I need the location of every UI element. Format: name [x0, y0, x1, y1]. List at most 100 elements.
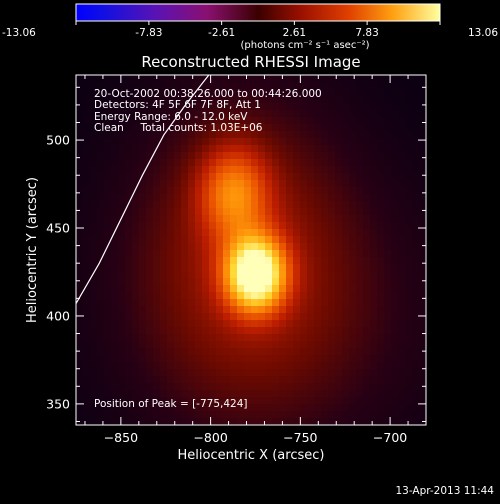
heatmap-cell — [195, 75, 203, 83]
heatmap-cell — [272, 257, 280, 265]
heatmap-cell — [181, 215, 189, 223]
heatmap-cell — [293, 194, 301, 202]
heatmap-cell — [398, 243, 406, 251]
heatmap-cell — [356, 292, 364, 300]
heatmap-cell — [160, 117, 168, 125]
heatmap-cell — [384, 411, 392, 419]
heatmap-cell — [125, 82, 133, 90]
heatmap-cell — [174, 82, 182, 90]
heatmap-cell — [160, 299, 168, 307]
heatmap-cell — [125, 89, 133, 97]
heatmap-cell — [237, 187, 245, 195]
heatmap-cell — [132, 138, 140, 146]
heatmap-cell — [279, 180, 287, 188]
heatmap-cell — [188, 75, 196, 83]
heatmap-cell — [223, 313, 231, 321]
heatmap-cell — [405, 299, 413, 307]
heatmap-cell — [293, 334, 301, 342]
heatmap-cell — [216, 180, 224, 188]
heatmap-cell — [412, 159, 420, 167]
heatmap-cell — [412, 271, 420, 279]
heatmap-cell — [328, 173, 336, 181]
heatmap-cell — [83, 82, 91, 90]
heatmap-cell — [216, 418, 224, 425]
heatmap-cell — [398, 82, 406, 90]
heatmap-cell — [349, 376, 357, 384]
heatmap-cell — [223, 271, 231, 279]
heatmap-cell — [83, 355, 91, 363]
heatmap-cell — [300, 131, 308, 139]
heatmap-cell — [153, 355, 161, 363]
heatmap-cell — [244, 117, 252, 125]
heatmap-cell — [160, 383, 168, 391]
heatmap-cell — [125, 383, 133, 391]
heatmap-cell — [202, 397, 210, 405]
heatmap-cell — [195, 404, 203, 412]
heatmap-cell — [335, 243, 343, 251]
heatmap-cell — [412, 292, 420, 300]
heatmap-cell — [398, 299, 406, 307]
heatmap-cell — [328, 355, 336, 363]
heatmap-cell — [398, 250, 406, 258]
heatmap-cell — [237, 383, 245, 391]
heatmap-cell — [202, 250, 210, 258]
heatmap-cell — [167, 208, 175, 216]
heatmap-cell — [398, 292, 406, 300]
heatmap-cell — [209, 166, 217, 174]
heatmap-cell — [321, 383, 329, 391]
heatmap-cell — [160, 194, 168, 202]
heatmap-cell — [139, 159, 147, 167]
heatmap-cell — [370, 187, 378, 195]
heatmap-cell — [307, 313, 315, 321]
heatmap-cell — [251, 201, 259, 209]
heatmap-cell — [118, 306, 126, 314]
heatmap-cell — [398, 257, 406, 265]
heatmap-cell — [97, 159, 105, 167]
heatmap-cell — [265, 418, 273, 425]
heatmap-cell — [132, 131, 140, 139]
heatmap-cell — [286, 117, 294, 125]
heatmap-cell — [377, 236, 385, 244]
heatmap-cell — [419, 341, 426, 349]
heatmap-cell — [251, 362, 259, 370]
heatmap-cell — [405, 418, 413, 425]
heatmap-cell — [230, 187, 238, 195]
heatmap-cell — [146, 397, 154, 405]
heatmap-cell — [370, 173, 378, 181]
heatmap-cell — [314, 257, 322, 265]
heatmap-cell — [356, 355, 364, 363]
heatmap-cell — [272, 271, 280, 279]
heatmap-cell — [97, 194, 105, 202]
heatmap-cell — [321, 215, 329, 223]
heatmap-cell — [132, 383, 140, 391]
heatmap-cell — [307, 306, 315, 314]
heatmap-cell — [244, 327, 252, 335]
heatmap-cell — [160, 334, 168, 342]
heatmap-cell — [356, 166, 364, 174]
heatmap-cell — [405, 236, 413, 244]
heatmap-cell — [300, 243, 308, 251]
heatmap-cell — [349, 271, 357, 279]
heatmap-cell — [244, 313, 252, 321]
heatmap-cell — [153, 131, 161, 139]
heatmap-cell — [244, 348, 252, 356]
heatmap-cell — [307, 348, 315, 356]
heatmap-cell — [363, 348, 371, 356]
heatmap-cell — [328, 82, 336, 90]
heatmap-cell — [265, 383, 273, 391]
heatmap-cell — [419, 320, 426, 328]
heatmap-cell — [244, 208, 252, 216]
heatmap-cell — [272, 222, 280, 230]
heatmap-cell — [230, 229, 238, 237]
heatmap-cell — [132, 124, 140, 132]
heatmap-cell — [195, 138, 203, 146]
heatmap-cell — [195, 229, 203, 237]
heatmap-cell — [76, 320, 84, 328]
heatmap-cell — [195, 264, 203, 272]
heatmap-cell — [405, 292, 413, 300]
heatmap-cell — [398, 75, 406, 83]
heatmap-cell — [398, 229, 406, 237]
heatmap-cell — [279, 194, 287, 202]
heatmap-cell — [272, 145, 280, 153]
